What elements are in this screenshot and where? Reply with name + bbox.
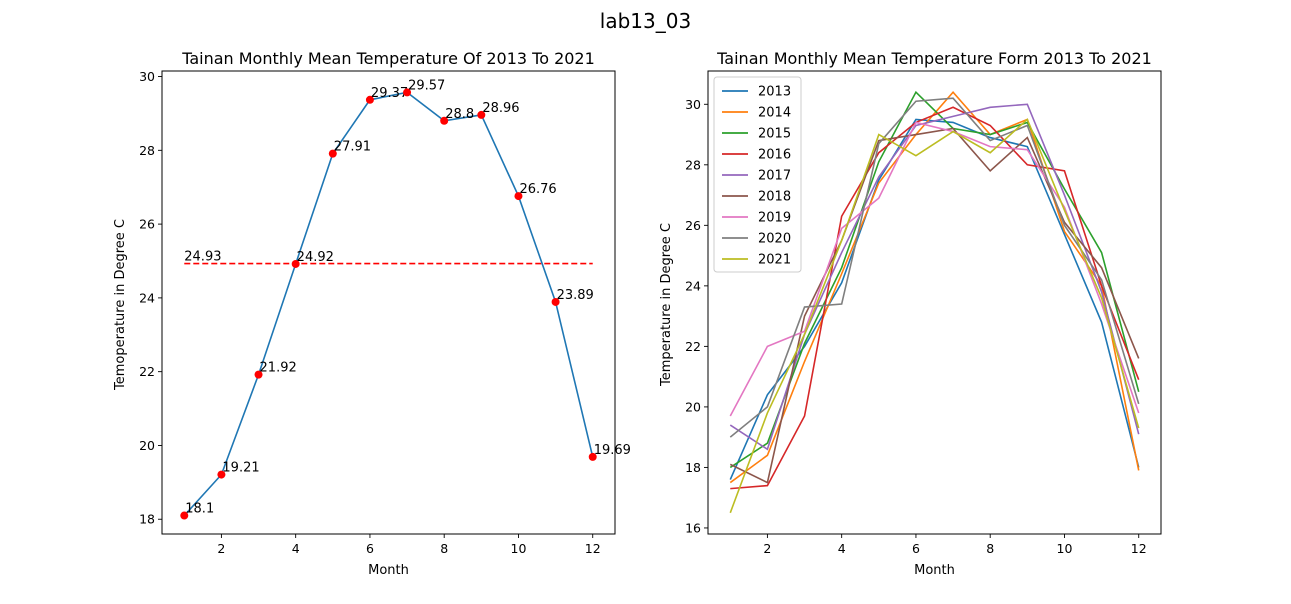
- left-y-tick-label: 20: [139, 438, 155, 453]
- data-point-label: 29.37: [371, 86, 408, 101]
- right-chart: Tainan Monthly Mean Temperature Form 201…: [659, 49, 1162, 578]
- data-point: [551, 297, 560, 306]
- data-point: [254, 370, 263, 379]
- data-point: [365, 95, 374, 104]
- right-x-tick-label: 12: [1131, 541, 1147, 556]
- legend-label-2019: 2019: [758, 211, 791, 226]
- data-point-label: 26.76: [519, 182, 556, 197]
- right-y-tick-label: 24: [685, 278, 701, 293]
- right-x-tick-label: 4: [838, 541, 846, 556]
- right-x-tick-label: 6: [912, 541, 920, 556]
- legend-label-2017: 2017: [758, 169, 791, 184]
- series-line-2015: [729, 90, 1140, 469]
- legend-label-2015: 2015: [758, 127, 791, 142]
- data-point: [477, 110, 486, 119]
- left-chart: Tainan Monthly Mean Temperature Of 2013 …: [113, 49, 631, 578]
- data-point-label: 24.92: [297, 250, 334, 265]
- legend-label-2020: 2020: [758, 232, 791, 247]
- figure-title: lab13_03: [600, 9, 691, 33]
- left-x-axis-label: Month: [368, 563, 409, 578]
- data-point-label: 18.1: [185, 502, 214, 517]
- legend-label-2014: 2014: [758, 106, 791, 121]
- series-line-2018: [729, 127, 1140, 484]
- series-line-2014: [729, 90, 1140, 484]
- left-x-tick-label: 10: [511, 541, 527, 556]
- left-x-tick-label: 2: [217, 541, 225, 556]
- right-y-tick-label: 18: [685, 460, 701, 475]
- data-point-label: 29.57: [408, 78, 445, 93]
- legend-label-2013: 2013: [758, 85, 791, 100]
- right-y-tick-label: 30: [685, 97, 701, 112]
- series-line-2017: [729, 103, 1140, 451]
- data-point: [514, 192, 523, 201]
- left-chart-title: Tainan Monthly Mean Temperature Of 2013 …: [181, 49, 595, 68]
- legend-label-2016: 2016: [758, 148, 791, 163]
- temperature-line: [183, 91, 594, 517]
- right-y-axis-label: Temperature in Degree C: [659, 223, 674, 387]
- data-point: [291, 259, 300, 268]
- left-plot-area: 2 4 6 8 10 121820222426283024.9318.119.2121.9…: [139, 69, 631, 556]
- left-y-tick-label: 22: [139, 364, 155, 379]
- left-y-tick-label: 30: [139, 69, 155, 84]
- left-y-tick-label: 26: [139, 217, 155, 232]
- right-x-tick-label: 10: [1057, 541, 1073, 556]
- left-x-tick-label: 12: [585, 541, 601, 556]
- data-point-label: 23.89: [557, 288, 594, 303]
- right-x-axis-label: Month: [914, 563, 955, 578]
- legend-box: [713, 76, 802, 273]
- data-point: [180, 511, 189, 520]
- right-y-tick-label: 26: [685, 218, 701, 233]
- right-x-tick-label: 2: [763, 541, 771, 556]
- data-point-label: 27.91: [334, 140, 371, 155]
- right-y-tick-label: 16: [685, 520, 701, 535]
- right-y-tick-label: 28: [685, 157, 701, 172]
- right-y-tick-label: 20: [685, 399, 701, 414]
- right-plot-area: 2 4 6 8 10 1216182022242628302013201420152016…: [685, 70, 1162, 556]
- data-point: [217, 470, 226, 479]
- data-point: [588, 452, 597, 461]
- right-x-tick-label: 8: [986, 541, 994, 556]
- right-y-tick-label: 22: [685, 339, 701, 354]
- left-x-tick-label: 8: [440, 541, 448, 556]
- data-point-label: 19.21: [222, 461, 259, 476]
- legend-label-2018: 2018: [758, 190, 791, 205]
- left-x-tick-label: 4: [292, 541, 300, 556]
- data-point-label: 19.69: [594, 443, 631, 458]
- series-line-2021: [729, 118, 1140, 514]
- data-point: [328, 149, 337, 158]
- data-point-label: 21.92: [260, 361, 297, 376]
- data-point: [440, 116, 449, 125]
- left-y-tick-label: 24: [139, 290, 155, 305]
- left-y-tick-label: 18: [139, 512, 155, 527]
- data-point-label: 28.8: [445, 107, 474, 122]
- series-line-2020: [729, 97, 1140, 438]
- left-y-tick-label: 28: [139, 143, 155, 158]
- legend-label-2021: 2021: [758, 253, 791, 268]
- mean-line-label: 24.93: [184, 250, 221, 265]
- data-point-label: 28.96: [482, 101, 519, 116]
- left-x-tick-label: 6: [366, 541, 374, 556]
- right-axes-frame: [707, 70, 1162, 535]
- data-point: [403, 88, 412, 97]
- series-line-2016: [730, 106, 1140, 490]
- legend: 2013 2014 2015 2016 2017 2018 2019 2020 2021: [713, 76, 802, 273]
- right-chart-title: Tainan Monthly Mean Temperature Form 201…: [716, 49, 1152, 68]
- left-y-axis-label: Temoperature in Degree C: [113, 219, 128, 391]
- left-axes-frame: [161, 70, 616, 535]
